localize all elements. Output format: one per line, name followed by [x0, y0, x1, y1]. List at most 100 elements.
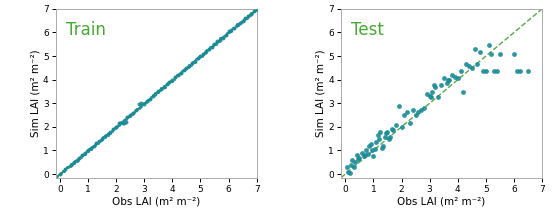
Point	[524, 69, 533, 72]
Point	[354, 157, 363, 161]
Point	[468, 67, 476, 70]
Point	[89, 144, 98, 147]
Point	[147, 95, 156, 99]
Point	[130, 110, 139, 114]
Point	[81, 151, 90, 155]
Point	[251, 8, 260, 11]
Point	[148, 94, 157, 98]
Point	[417, 108, 426, 112]
Point	[195, 56, 203, 59]
Point	[91, 143, 100, 147]
Point	[155, 88, 164, 92]
Point	[216, 36, 225, 40]
Point	[134, 103, 143, 106]
Point	[241, 17, 250, 20]
Point	[115, 123, 123, 127]
Point	[375, 137, 384, 141]
Point	[92, 142, 101, 145]
Point	[138, 103, 147, 106]
Point	[248, 11, 257, 15]
Point	[214, 39, 223, 42]
Point	[157, 87, 166, 90]
Point	[470, 48, 479, 51]
Point	[198, 52, 207, 56]
Point	[203, 48, 212, 52]
Point	[182, 66, 191, 70]
Point	[141, 101, 150, 104]
Point	[386, 135, 395, 139]
Point	[173, 73, 182, 77]
Point	[133, 107, 142, 110]
Point	[436, 83, 445, 87]
Point	[252, 8, 261, 11]
Text: Train: Train	[66, 21, 106, 39]
Point	[154, 90, 163, 93]
Point	[189, 60, 198, 64]
Point	[116, 121, 125, 124]
Point	[234, 23, 243, 26]
Point	[238, 19, 247, 23]
Point	[152, 91, 161, 94]
Point	[112, 125, 121, 129]
Point	[196, 54, 205, 58]
Point	[490, 69, 499, 72]
Point	[178, 69, 187, 73]
Point	[238, 19, 247, 22]
Point	[512, 69, 521, 72]
Point	[210, 42, 219, 46]
Point	[387, 127, 396, 131]
Point	[140, 101, 148, 105]
Point	[131, 109, 140, 112]
Point	[67, 163, 76, 166]
Point	[202, 50, 211, 54]
Point	[224, 30, 233, 33]
Point	[131, 108, 140, 112]
Point	[187, 61, 196, 65]
Point	[160, 85, 168, 89]
Point	[190, 59, 199, 63]
Point	[192, 58, 201, 61]
Point	[378, 146, 386, 150]
Point	[92, 141, 101, 145]
Point	[208, 44, 217, 47]
Point	[355, 156, 364, 160]
Point	[154, 90, 163, 94]
Point	[64, 165, 73, 168]
Point	[426, 95, 435, 98]
Point	[173, 73, 182, 77]
Point	[217, 37, 226, 40]
Point	[96, 138, 105, 142]
Point	[134, 106, 143, 109]
Point	[493, 69, 502, 72]
Point	[126, 113, 135, 117]
Point	[158, 86, 167, 90]
Point	[230, 27, 239, 30]
Point	[162, 82, 171, 86]
Point	[169, 77, 178, 80]
Point	[411, 113, 420, 117]
Point	[58, 169, 67, 173]
Point	[362, 149, 371, 152]
Point	[351, 161, 360, 164]
Point	[244, 14, 252, 18]
Y-axis label: Sim LAI (m² m⁻²): Sim LAI (m² m⁻²)	[30, 50, 40, 137]
Point	[121, 120, 130, 124]
Point	[142, 99, 151, 103]
Point	[115, 122, 123, 125]
Point	[95, 139, 103, 143]
Point	[73, 158, 82, 161]
Point	[250, 10, 259, 13]
Point	[235, 22, 244, 25]
Point	[70, 161, 78, 164]
Point	[384, 137, 393, 141]
Point	[397, 125, 406, 129]
Point	[342, 165, 351, 169]
Point	[97, 137, 106, 141]
Point	[78, 153, 87, 157]
Point	[163, 81, 172, 85]
Point	[100, 135, 109, 138]
Point	[117, 121, 126, 125]
Point	[211, 42, 220, 46]
Point	[151, 92, 160, 96]
Point	[414, 111, 423, 114]
